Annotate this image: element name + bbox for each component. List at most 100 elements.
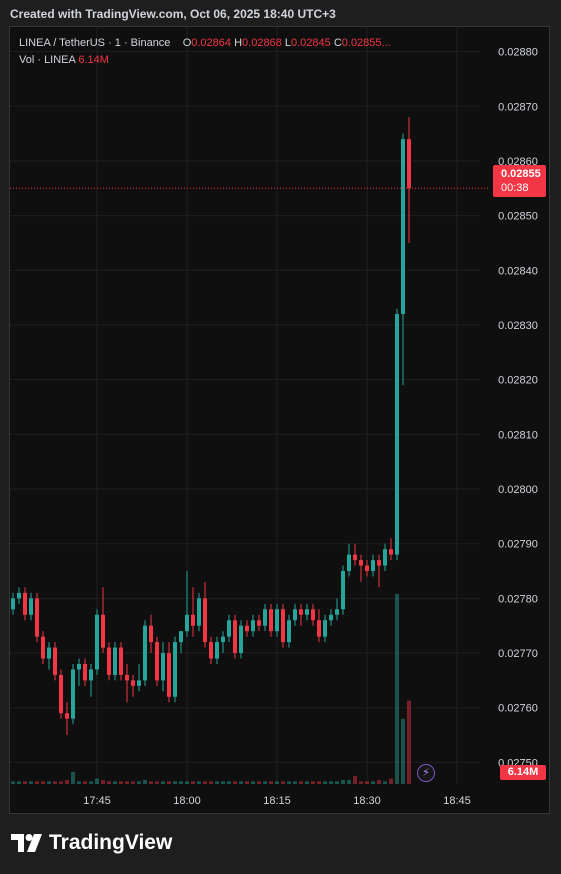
volume-bar [263,781,267,784]
volume-bar [251,781,255,784]
candle-body [149,625,153,643]
candle-body [71,669,75,719]
candle-body [257,620,261,626]
volume-bar [203,781,207,784]
candle-body [137,680,141,686]
price-tick-label: 0.02850 [498,211,538,223]
candle-body [59,674,63,714]
close-label: C [333,37,342,49]
candle-body [209,642,213,659]
candle-body [281,609,285,643]
volume-bar [341,779,345,784]
volume-bar [89,781,93,784]
volume-bar [77,781,81,784]
candle-body [185,614,189,632]
candle-body [17,592,21,599]
candle-body [173,642,177,697]
price-tick-label: 0.02810 [498,429,538,441]
candle-body [233,620,237,654]
candle-body [113,647,117,675]
price-tick-label: 0.02780 [498,593,538,605]
volume-bar [71,771,75,784]
volume-bar [143,779,147,784]
volume-bar [239,781,243,784]
low-value: 0.02845 [290,37,331,49]
candle-body [29,598,33,615]
price-tick-label: 0.02770 [498,648,538,660]
price-tick-label: 0.02790 [498,539,538,551]
volume-bars [11,594,411,784]
volume-bar [23,781,27,784]
candle-body [275,609,279,632]
candle-body [341,571,345,610]
candle-body [245,625,249,632]
candle-body [401,139,405,315]
volume-bar [125,781,129,784]
volume-label[interactable]: Vol · LINEA [19,54,76,66]
candle-body [53,647,57,675]
last-price-value: 0.02855 [501,168,541,180]
volume-bar [113,781,117,784]
volume-bar [137,781,141,784]
volume-bar [359,781,363,784]
volume-row: Vol · LINEA 6.14M [19,52,391,69]
volume-bar [305,781,309,784]
candle-body [317,620,321,637]
price-axis[interactable]: 0.027500.027600.027700.027800.027900.028… [498,47,538,770]
time-tick-label: 17:45 [83,795,111,807]
candle-body [323,620,327,637]
volume-bar [167,781,171,784]
volume-bar [83,781,87,784]
candle-body [395,314,399,555]
volume-bar [185,781,189,784]
volume-bar [53,781,57,784]
volume-bar [299,781,303,784]
candle-body [203,598,207,643]
symbol-legend[interactable]: LINEA / TetherUS · 1 · Binance O0.02864 … [19,35,391,69]
volume-bar [353,775,357,784]
bar-countdown: 00:38 [501,182,529,194]
volume-bar [101,779,105,784]
candle-body [191,614,195,626]
candle-body [251,620,255,632]
volume-value: 6.14M [78,54,109,66]
candle-body [299,609,303,615]
volume-bar [245,781,249,784]
ohlc-row: LINEA / TetherUS · 1 · Binance O0.02864 … [19,35,391,52]
candle-body [359,560,363,566]
close-value: 0.02855... [341,37,391,49]
candle-body [167,653,171,697]
candlestick-chart[interactable]: 0.027500.027600.027700.027800.027900.028… [10,27,549,813]
candle-body [353,554,357,561]
time-axis[interactable]: 17:45 18:00 18:15 18:30 18:45 [83,795,471,807]
candle-body [107,647,111,675]
chart-pane[interactable]: 0.02750 0.02760 0.02770 0.02780 0.02790 0.028… [9,26,550,814]
volume-bar [221,781,225,784]
candle-body [11,598,15,610]
candle-body [383,549,387,566]
volume-bar [347,779,351,784]
symbol-title[interactable]: LINEA / TetherUS · 1 · Binance [19,37,171,49]
candle-body [239,625,243,654]
candle-body [23,592,27,615]
volume-bar [161,781,165,784]
candle-body [77,663,81,670]
volume-bar [209,781,213,784]
watermark-caption: Created with TradingView.com, Oct 06, 20… [10,7,336,21]
candle-body [161,653,165,681]
candle-body [329,614,333,621]
lightning-icon[interactable]: ⚡ [417,764,435,782]
high-value: 0.02868 [242,37,282,49]
volume-bar [11,781,15,784]
candle-body [263,609,267,626]
volume-bar [179,781,183,784]
candle-body [155,642,159,681]
tradingview-logo: TradingView [11,831,172,855]
candle-body [95,614,99,670]
candle-body [41,636,45,659]
time-tick-label: 18:15 [263,795,291,807]
volume-bar [149,781,153,784]
volume-bar [107,781,111,784]
volume-bar [323,781,327,784]
candle-body [101,614,105,648]
